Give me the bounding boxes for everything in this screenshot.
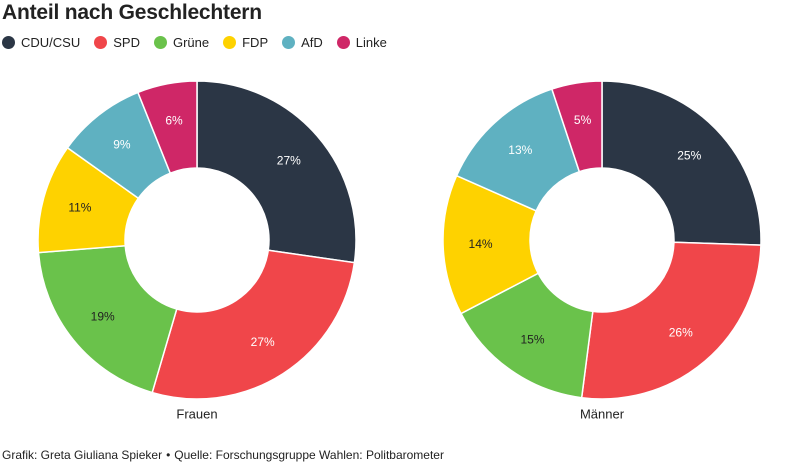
- footer-credit: Grafik: Greta Giuliana Spieker: [2, 448, 163, 462]
- data-label-frauen-cdu-csu: 27%: [277, 153, 301, 167]
- legend-swatch-cdu-csu: [2, 36, 15, 49]
- donut-charts: 27% 27% 19% 11% 9% 6% Frauen 25% 26% 15% 14% 13% 5% M…: [37, 80, 762, 422]
- legend-swatch-gruene: [153, 36, 167, 49]
- legend-label-cdu-csu: CDU/CSU: [21, 35, 81, 50]
- footer: Grafik: Greta Giuliana Spieker • Quelle: F…: [2, 448, 444, 462]
- legend-item-spd: SPD: [94, 35, 140, 50]
- chart-caption-m-nner: Männer: [580, 407, 625, 422]
- legend-item-cdu-csu: CDU/CSU: [2, 35, 80, 50]
- legend: CDU/CSU SPD Grüne FDP AfD Linke: [2, 35, 401, 50]
- footer-separator: •: [166, 448, 171, 462]
- legend-swatch-linke: [336, 36, 350, 49]
- footer-source: Quelle: Forschungsgruppe Wahlen: Politba…: [174, 448, 444, 462]
- legend-label-fdp: FDP: [242, 35, 269, 50]
- legend-label-gruene: Grüne: [172, 35, 210, 50]
- data-label-frauen-spd: 27%: [251, 335, 275, 349]
- slice-m-nner-cdu-csu: [601, 80, 762, 246]
- legend-swatch-fdp: [223, 36, 237, 49]
- legend-label-afd: AfD: [301, 35, 323, 50]
- data-label-frauen-gruene: 19%: [91, 310, 115, 324]
- legend-item-afd: AfD: [282, 35, 323, 50]
- data-label-m-nner-afd: 13%: [508, 143, 532, 157]
- slice-m-nner-spd: [580, 241, 762, 400]
- slice-frauen-gruene: [37, 244, 178, 394]
- legend-swatch-afd: [282, 36, 296, 49]
- slice-frauen-linke: [136, 80, 198, 175]
- data-label-m-nner-spd: 26%: [669, 326, 693, 340]
- legend-item-gruene: Grüne: [153, 35, 210, 50]
- chart-caption-frauen: Frauen: [176, 407, 217, 422]
- slice-frauen-cdu-csu: [196, 80, 357, 264]
- slice-m-nner-gruene: [460, 272, 594, 399]
- data-label-frauen-afd: 9%: [113, 137, 131, 151]
- legend-item-fdp: FDP: [223, 35, 268, 50]
- legend-item-linke: Linke: [336, 35, 387, 50]
- legend-swatch-spd: [94, 36, 108, 49]
- data-label-frauen-linke: 6%: [165, 114, 183, 128]
- donut-chart-m-nner: 25% 26% 15% 14% 13% 5% Männer: [442, 80, 762, 422]
- chart-title: Anteil nach Geschlechtern: [2, 1, 262, 24]
- slice-m-nner-linke: [550, 80, 603, 173]
- data-label-m-nner-fdp: 14%: [469, 237, 493, 251]
- data-label-m-nner-gruene: 15%: [520, 333, 544, 347]
- data-label-m-nner-linke: 5%: [574, 113, 592, 127]
- legend-label-linke: Linke: [355, 35, 387, 50]
- data-label-frauen-fdp: 11%: [68, 201, 91, 215]
- data-label-m-nner-cdu-csu: 25%: [677, 148, 701, 162]
- slice-frauen-spd: [151, 249, 356, 400]
- donut-chart-frauen: 27% 27% 19% 11% 9% 6% Frauen: [37, 80, 357, 422]
- legend-label-spd: SPD: [113, 35, 140, 50]
